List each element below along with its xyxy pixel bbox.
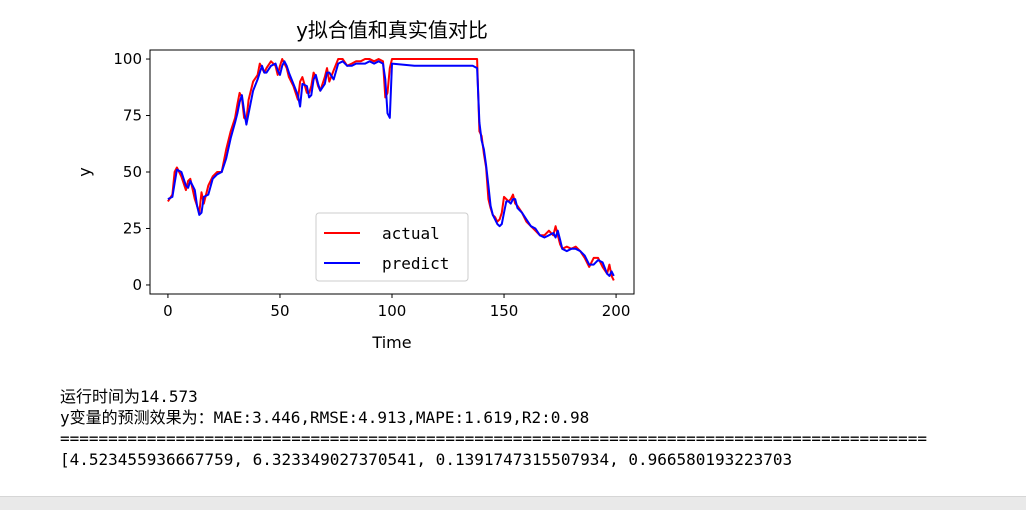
x-tick-label-1: 50 bbox=[270, 302, 289, 320]
chart-title: y拟合值和真实值对比 bbox=[296, 18, 488, 42]
runtime-line: 运行时间为14.573 bbox=[60, 387, 198, 406]
y-tick-label-2: 50 bbox=[123, 163, 142, 181]
legend-label-actual: actual bbox=[382, 224, 440, 243]
metrics-list-line: [4.523455936667759, 6.323349027370541, 0… bbox=[60, 450, 793, 469]
chart-area: y拟合值和真实值对比 0 50 100 150 200 0 25 50 75 100 actual p… bbox=[75, 18, 635, 352]
y-tick-label-0: 0 bbox=[132, 276, 142, 294]
y-axis-label: y bbox=[75, 167, 94, 176]
x-tick-label-3: 150 bbox=[490, 302, 519, 320]
console-output: 运行时间为14.573 y变量的预测效果为：MAE:3.446,RMSE:4.9… bbox=[60, 386, 1020, 470]
x-axis-label: Time bbox=[371, 333, 411, 352]
x-tick-label-0: 0 bbox=[163, 302, 173, 320]
y-tick-label-3: 75 bbox=[123, 107, 142, 125]
x-tick-label-2: 100 bbox=[378, 302, 407, 320]
separator-line: ========================================… bbox=[60, 429, 927, 448]
metrics-line: y变量的预测效果为：MAE:3.446,RMSE:4.913,MAPE:1.61… bbox=[60, 408, 590, 427]
series-line-predict bbox=[167, 60, 615, 277]
y-tick-label-1: 25 bbox=[123, 219, 142, 237]
y-tick-label-4: 100 bbox=[113, 50, 142, 68]
legend-label-predict: predict bbox=[382, 254, 449, 273]
line-chart: y拟合值和真实值对比 0 50 100 150 200 0 25 50 75 100 actual p… bbox=[75, 18, 635, 352]
x-tick-label-4: 200 bbox=[602, 302, 631, 320]
horizontal-scrollbar[interactable] bbox=[0, 496, 1026, 510]
